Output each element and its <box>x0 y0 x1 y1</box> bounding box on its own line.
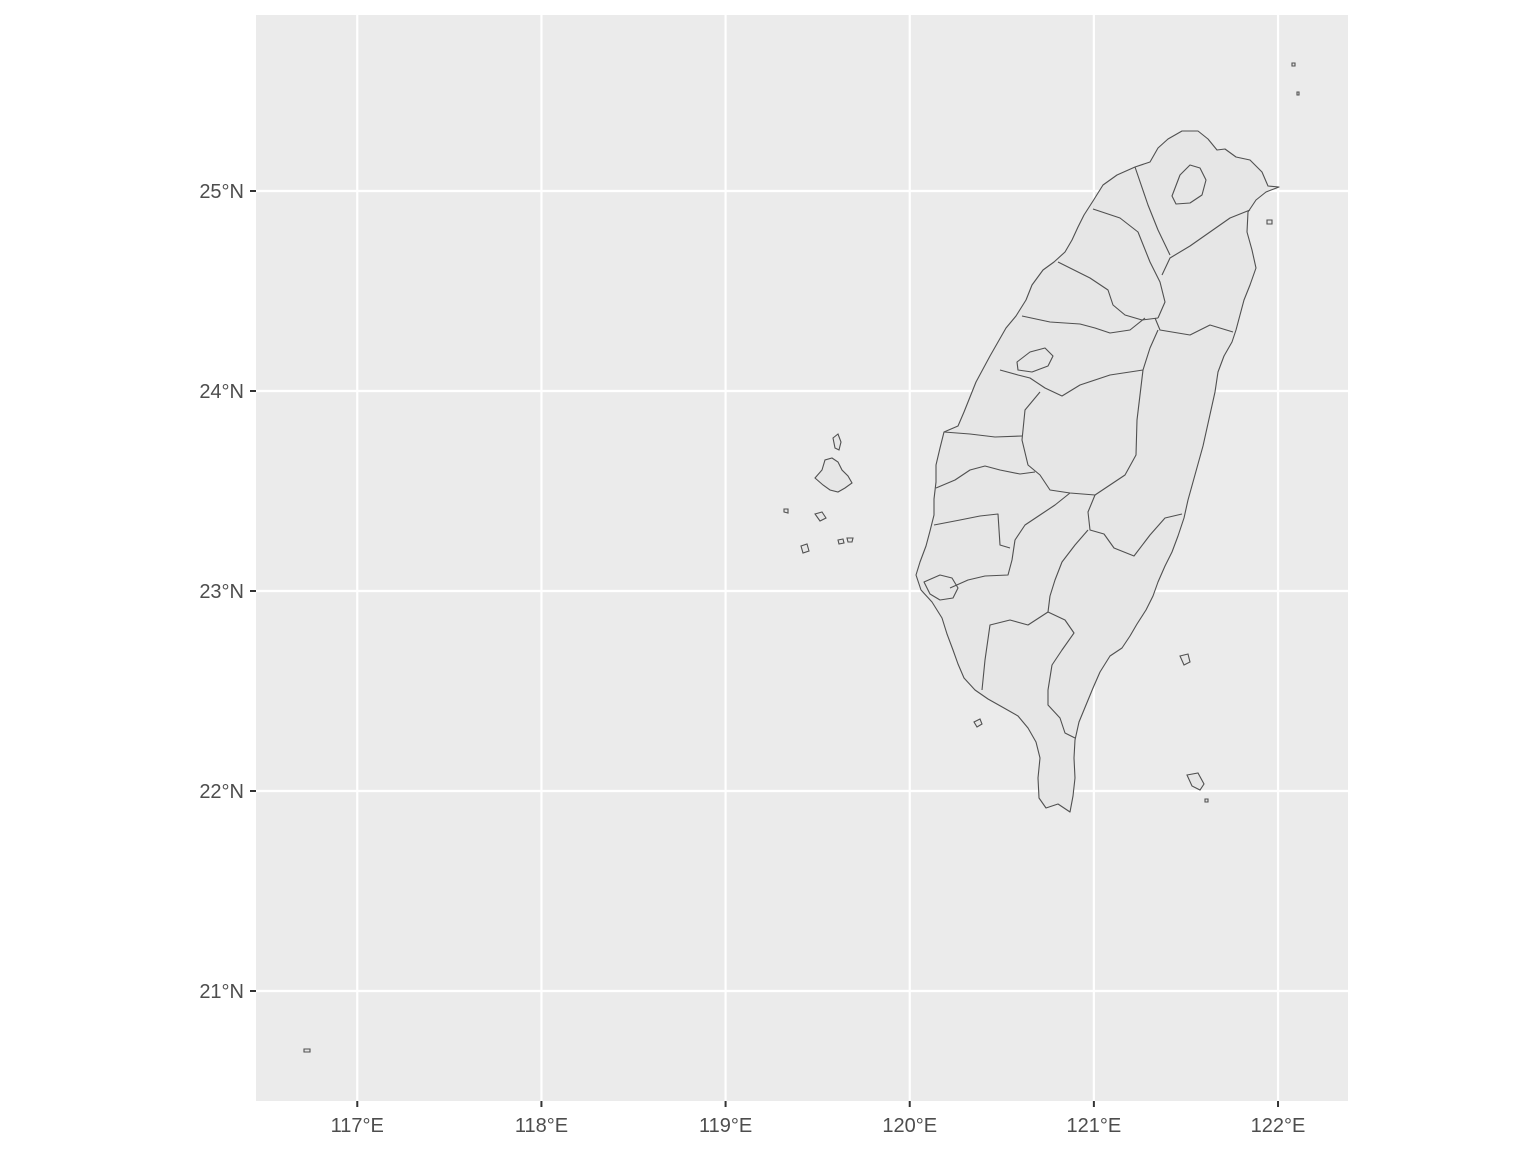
x-tick-label: 119°E <box>699 1115 752 1137</box>
y-tick-label: 22°N <box>199 781 244 803</box>
county-border <box>943 431 1023 438</box>
county-border <box>1021 315 1146 334</box>
taiwan-main-island <box>915 130 1280 813</box>
county-border <box>933 513 1011 549</box>
city-enclave <box>1016 347 1054 373</box>
x-tick-label: 117°E <box>331 1115 384 1137</box>
islet <box>1204 798 1209 803</box>
penghu-island <box>814 511 827 522</box>
penghu-island <box>832 433 842 451</box>
y-tick-label: 24°N <box>199 381 244 403</box>
county-border <box>1021 369 1144 496</box>
y-tick-label: 25°N <box>199 181 244 203</box>
axes: 117°E 118°E 119°E 120°E 121°E 122°E 21°N 22°N 23… <box>199 181 1305 1137</box>
penghu-island <box>800 543 810 554</box>
x-tick-label: 120°E <box>882 1115 937 1137</box>
county-border <box>1161 209 1251 276</box>
county-border <box>1047 611 1076 739</box>
penghu-island <box>783 508 789 514</box>
green-island <box>1179 653 1191 666</box>
y-tick-label: 21°N <box>199 981 244 1003</box>
orchid-island <box>1186 772 1205 791</box>
islet <box>1291 62 1296 67</box>
y-tick-label: 23°N <box>199 581 244 603</box>
county-border <box>935 465 1036 489</box>
county-border <box>1092 208 1166 319</box>
taiwan-map <box>303 62 1300 1053</box>
penghu-island <box>814 457 853 493</box>
islet <box>1296 91 1300 96</box>
city-enclave <box>1171 164 1207 205</box>
county-border <box>1154 317 1234 336</box>
penghu-island <box>846 537 854 543</box>
city-enclave <box>923 574 959 601</box>
x-tick-label: 118°E <box>515 1115 568 1137</box>
penghu-island <box>837 538 845 545</box>
islet <box>1266 219 1273 225</box>
x-tick-label: 122°E <box>1251 1115 1306 1137</box>
pratas-island <box>303 1048 311 1053</box>
county-border <box>1134 166 1171 256</box>
liuqiu-island <box>973 718 983 728</box>
county-border <box>1087 494 1183 557</box>
county-border <box>999 329 1159 397</box>
x-tick-label: 121°E <box>1067 1115 1122 1137</box>
county-border <box>949 492 1071 589</box>
